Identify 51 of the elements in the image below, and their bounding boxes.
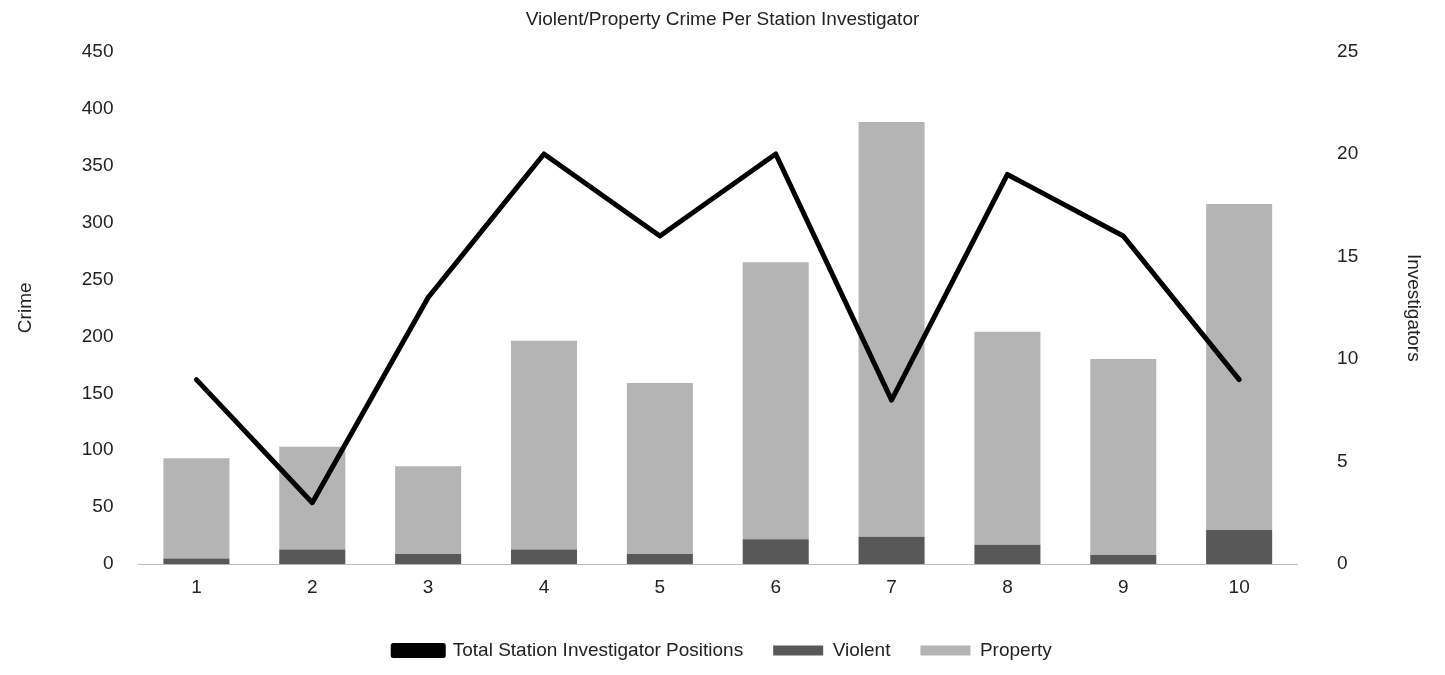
- chart-title: Violent/Property Crime Per Station Investigator: [525, 8, 920, 30]
- y2-tick-label: 0: [1337, 552, 1348, 574]
- y2-tick-label: 15: [1337, 244, 1359, 266]
- y-tick-label: 450: [81, 39, 114, 61]
- bar: [858, 122, 925, 537]
- bar: [626, 553, 693, 565]
- bar: [1206, 204, 1273, 531]
- bar: [279, 446, 346, 550]
- x-tick-label: 1: [191, 575, 202, 597]
- x-tick-label: 4: [538, 575, 550, 597]
- y-tick-label: 300: [81, 210, 114, 232]
- x-tick-label: 5: [654, 575, 666, 597]
- y2-tick-label: 20: [1337, 142, 1359, 164]
- legend-label: Property: [979, 638, 1053, 660]
- bar: [626, 383, 693, 554]
- x-tick-label: 10: [1228, 575, 1250, 597]
- y-tick-label: 50: [92, 495, 114, 517]
- x-tick-label: 3: [422, 575, 434, 597]
- bar: [279, 549, 346, 565]
- y2-tick-label: 25: [1337, 39, 1359, 61]
- x-tick-label: 2: [307, 575, 318, 597]
- y2-tick-label: 10: [1337, 347, 1359, 369]
- y-tick-label: 350: [81, 153, 114, 175]
- legend-label: Total Station Investigator Positions: [452, 638, 744, 660]
- y2-tick-label: 5: [1337, 449, 1348, 471]
- y-tick-label: 100: [81, 438, 114, 460]
- bar: [395, 553, 462, 565]
- legend-label: Violent: [832, 638, 892, 660]
- x-tick-label: 6: [770, 575, 781, 597]
- bar: [510, 340, 578, 550]
- y-tick-label: 200: [81, 324, 114, 346]
- x-tick-label: 9: [1117, 575, 1129, 597]
- bar: [858, 536, 925, 565]
- bar: [510, 549, 578, 565]
- y-tick-label: 400: [81, 96, 114, 118]
- bar: [395, 466, 462, 554]
- x-tick-label: 7: [886, 575, 897, 597]
- bar: [1206, 530, 1273, 565]
- bar: [742, 539, 809, 565]
- bar: [1090, 359, 1157, 556]
- bar: [974, 331, 1041, 545]
- y-tick-label: 150: [81, 381, 114, 403]
- y-tick-label: 0: [102, 552, 114, 574]
- x-tick-label: 8: [1002, 575, 1013, 597]
- bar: [742, 262, 809, 540]
- y2-axis-title: Investigators: [1404, 253, 1426, 362]
- y-axis-title: Crime: [13, 282, 35, 334]
- bar: [1090, 555, 1157, 565]
- bar: [163, 458, 230, 559]
- bar: [974, 544, 1041, 565]
- y-tick-label: 250: [81, 267, 114, 289]
